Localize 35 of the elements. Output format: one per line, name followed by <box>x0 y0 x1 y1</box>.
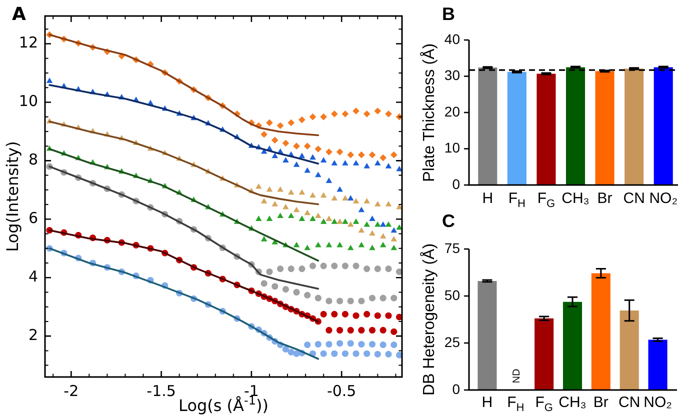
y-axis-title: DB Heterogeneity (Å) <box>420 243 438 396</box>
y-axis-title: Plate Thickness (Å) <box>420 43 438 182</box>
y-tick-label: 30 <box>444 67 460 84</box>
x-tick-label: H <box>482 394 493 411</box>
x-tick-label: CN <box>623 190 645 207</box>
x-tick-label: -0.5 <box>326 382 356 400</box>
x-tick-label: Br <box>593 394 608 411</box>
y-tick-label: 0 <box>452 176 460 192</box>
chart-title: A <box>12 4 26 25</box>
y-tick-label: 2 <box>28 326 38 344</box>
x-tick-label: -1.5 <box>146 382 176 400</box>
chart-title: C <box>442 211 455 231</box>
y-tick-label: 50 <box>444 286 460 303</box>
y-axis-title: Log(Intensity) <box>3 141 22 252</box>
y-tick-label: 12 <box>18 34 38 52</box>
y-tick-label: 20 <box>444 103 460 120</box>
y-tick-label: 0 <box>452 380 460 397</box>
y-tick-label: 6 <box>28 209 38 228</box>
chart-title: B <box>442 4 455 24</box>
y-tick-label: 10 <box>444 140 460 156</box>
x-tick-label: NO₂ <box>644 394 672 411</box>
x-tick-label: CH₃ <box>562 190 590 207</box>
y-tick-label: 10 <box>18 92 38 110</box>
x-tick-label: H <box>482 190 494 207</box>
x-tick-label: CN <box>618 394 640 411</box>
annotation: ND <box>512 368 523 384</box>
x-tick-label: CH₃ <box>558 394 586 411</box>
x-tick-label: -2 <box>64 382 79 400</box>
x-tick-label: Br <box>597 190 612 207</box>
y-tick-label: 40 <box>444 30 460 47</box>
x-tick-label: NO₂ <box>649 190 678 207</box>
y-tick-label: 8 <box>28 150 38 169</box>
y-tick-label: 75 <box>444 240 460 256</box>
y-tick-label: 25 <box>444 334 460 350</box>
y-tick-label: 4 <box>28 268 38 286</box>
